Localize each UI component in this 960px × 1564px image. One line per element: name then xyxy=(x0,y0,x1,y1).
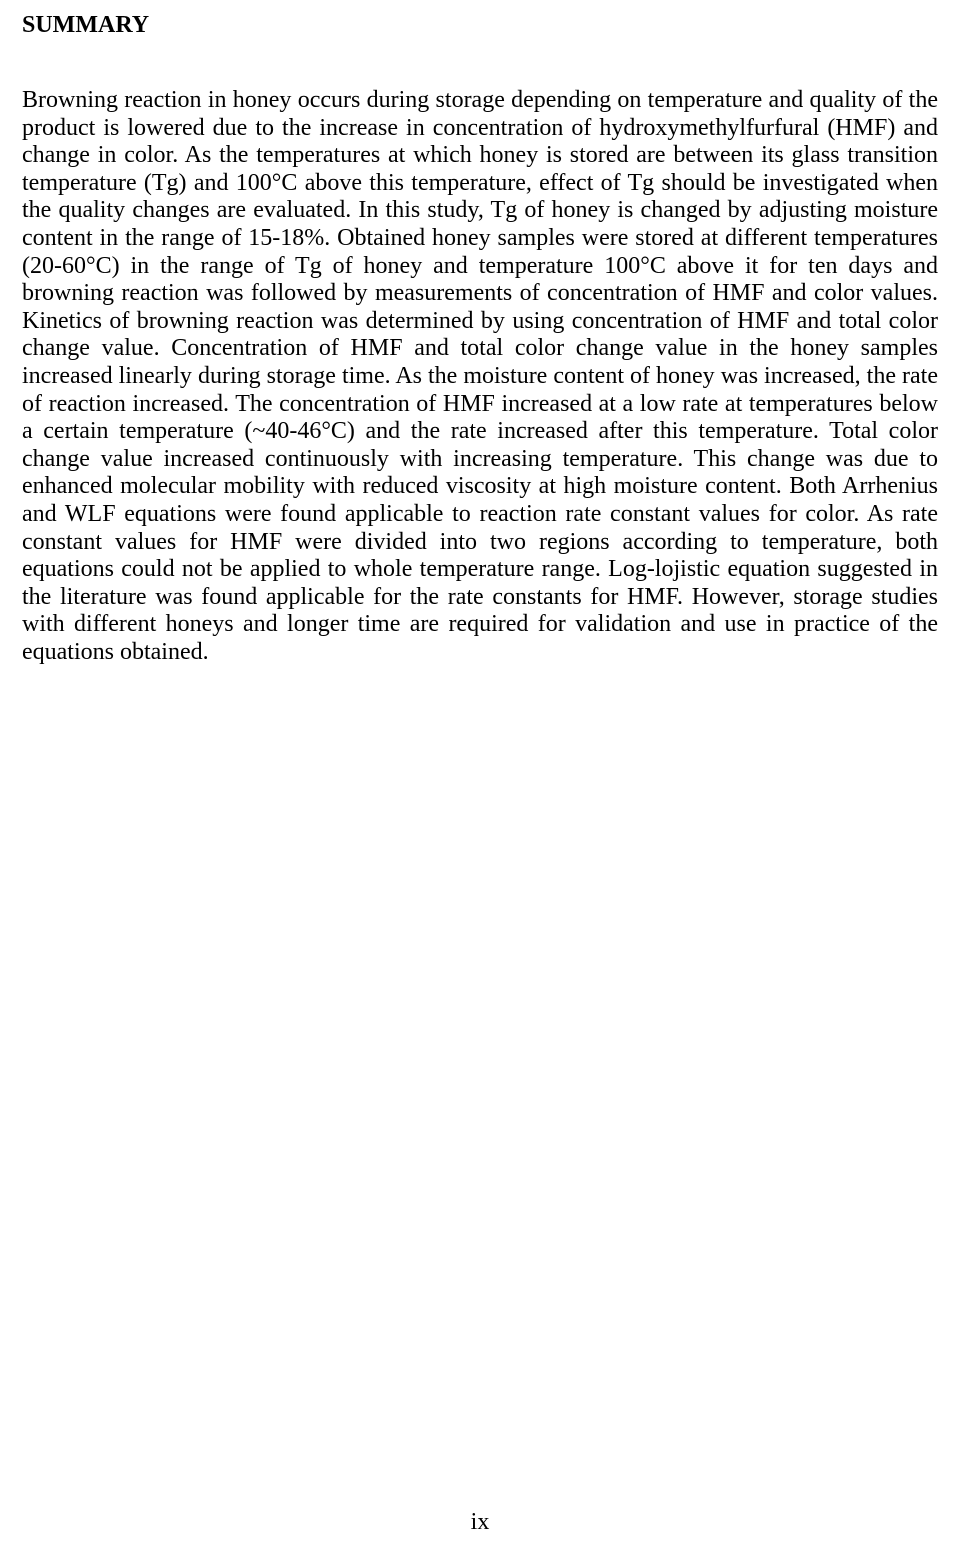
summary-body-text: Browning reaction in honey occurs during… xyxy=(22,87,938,666)
page-number: ix xyxy=(0,1509,960,1536)
section-heading: SUMMARY xyxy=(22,12,938,39)
